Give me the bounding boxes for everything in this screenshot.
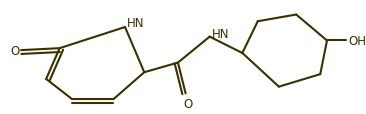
Text: OH: OH — [348, 35, 366, 48]
Text: O: O — [10, 44, 19, 57]
Text: HN: HN — [212, 28, 229, 41]
Text: HN: HN — [127, 17, 145, 29]
Text: O: O — [183, 97, 192, 110]
